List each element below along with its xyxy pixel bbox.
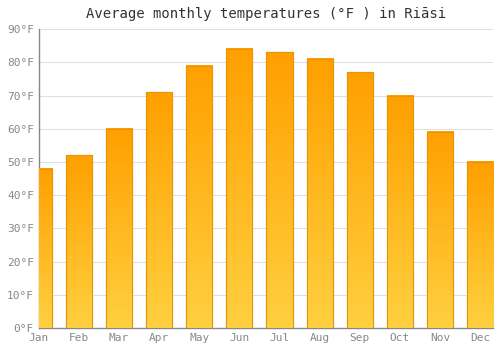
Bar [26,169,52,328]
Bar [226,49,252,328]
Bar [427,132,453,328]
Bar [146,92,172,328]
Title: Average monthly temperatures (°F ) in Riāsi: Average monthly temperatures (°F ) in Ri… [86,7,446,21]
Bar [266,52,292,328]
Bar [106,129,132,328]
Bar [306,59,332,328]
Bar [106,129,132,328]
Bar [146,92,172,328]
Bar [26,169,52,328]
Bar [346,72,372,328]
Bar [266,52,292,328]
Bar [467,162,493,328]
Bar [387,96,413,328]
Bar [186,65,212,328]
Bar [387,96,413,328]
Bar [427,132,453,328]
Bar [226,49,252,328]
Bar [66,155,92,328]
Bar [306,59,332,328]
Bar [66,155,92,328]
Bar [467,162,493,328]
Bar [346,72,372,328]
Bar [186,65,212,328]
